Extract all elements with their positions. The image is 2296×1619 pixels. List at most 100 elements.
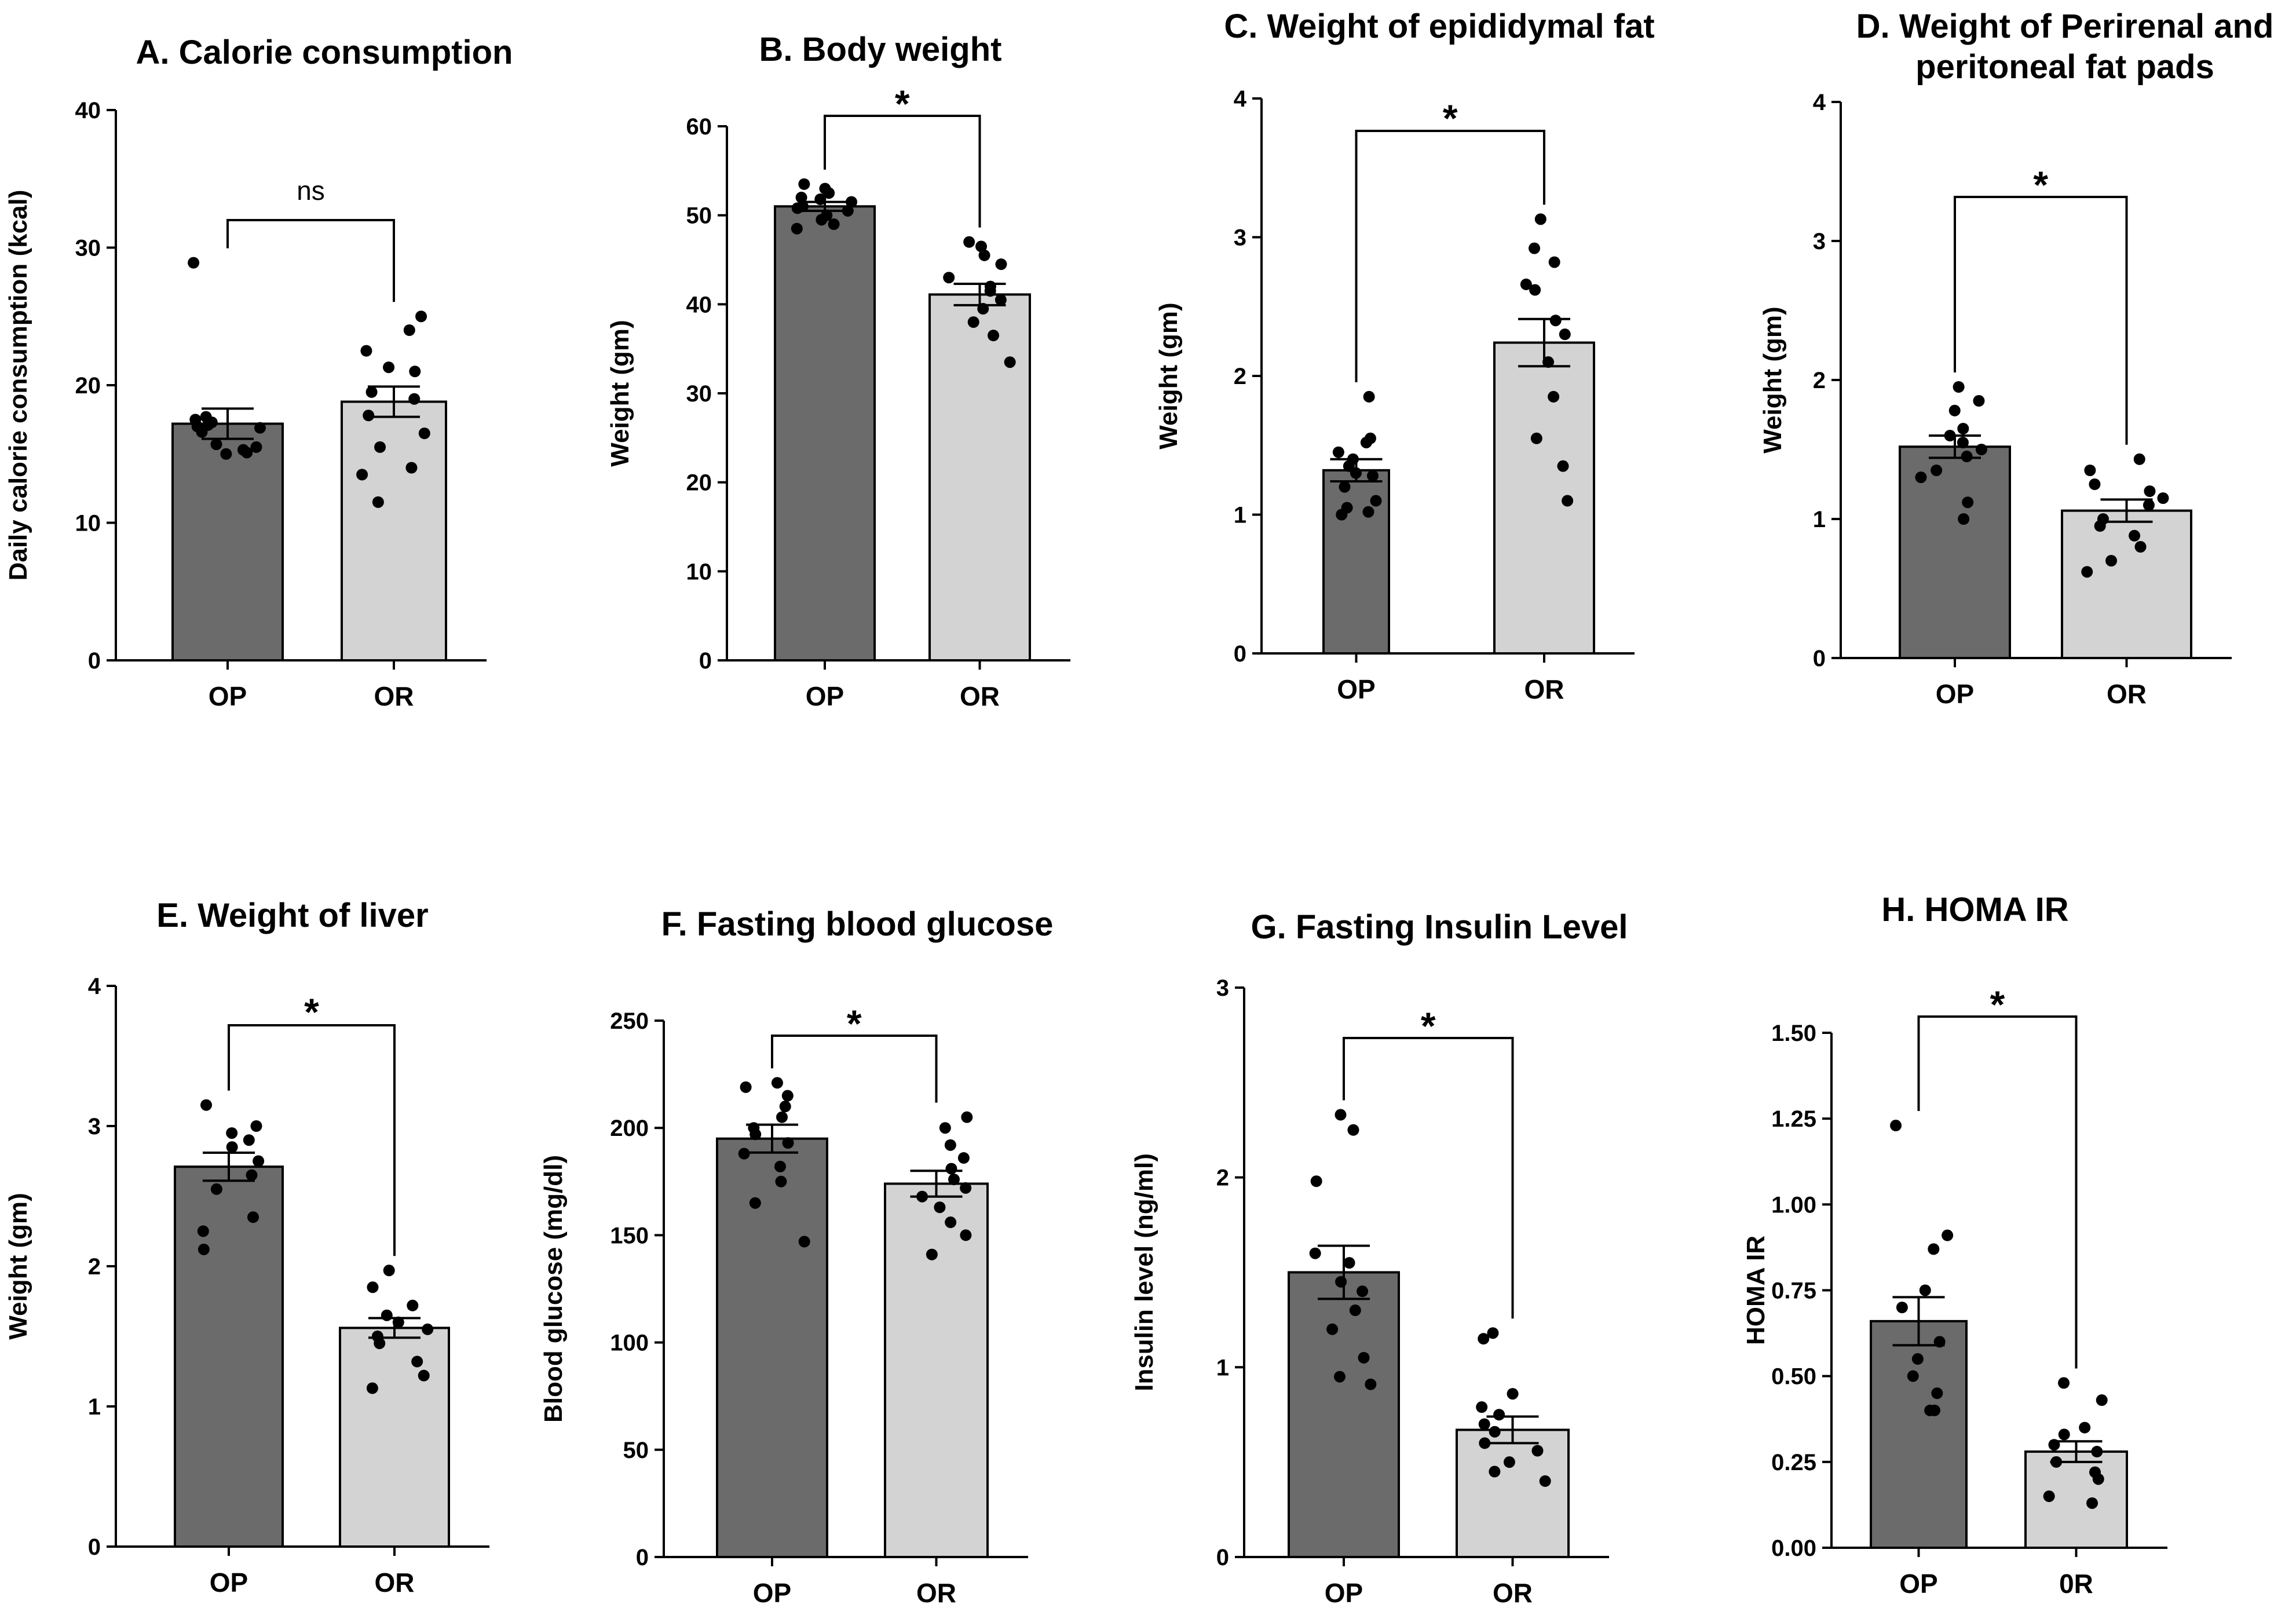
chart-f-y-tick-label: 0 (636, 1545, 649, 1570)
chart-b-data-point (823, 187, 835, 199)
chart-g-data-point (1343, 1257, 1355, 1269)
chart-d-significance-label: * (2033, 163, 2048, 206)
chart-d-x-tick-label: OP (1936, 679, 1974, 709)
chart-h-y-tick-label: 0.00 (1771, 1536, 1816, 1561)
chart-a-data-point (365, 386, 378, 398)
chart-b-x-tick-label: OP (806, 681, 844, 711)
chart-a-data-point (374, 441, 386, 453)
chart-a-y-tick-label: 40 (75, 98, 101, 123)
chart-a-x-tick-label: OR (374, 681, 414, 711)
chart-c-data-point (1559, 328, 1571, 341)
chart-e-data-point (210, 1183, 222, 1195)
chart-b-significance-bracket (824, 115, 981, 228)
chart-e-x-tick-label: OP (210, 1567, 248, 1598)
chart-b-data-point (795, 191, 807, 203)
chart-b-y-tick-label: 50 (686, 203, 712, 229)
chart-c-data-point (1360, 436, 1372, 448)
chart-c-y-tick-label: 0 (1234, 641, 1246, 667)
chart-f-significance-bracket (771, 1035, 938, 1103)
chart-d-y-tick-label: 3 (1813, 229, 1826, 254)
chart-h-y-tick-label: 0.25 (1771, 1450, 1816, 1475)
chart-d-y-axis-title: Weight (gm) (1758, 306, 1787, 453)
chart-c-bar-or (1493, 341, 1595, 655)
chart-f-y-axis-title: Blood glucose (mg/dl) (539, 1155, 568, 1423)
chart-g-data-point (1539, 1475, 1551, 1487)
chart-b-data-point (963, 236, 975, 248)
chart-d-data-point (2084, 465, 2096, 476)
chart-a-x-tick-label: OP (209, 681, 247, 711)
chart-a-data-point (241, 447, 253, 459)
chart-g-data-point (1309, 1247, 1321, 1259)
chart-f-data-point (798, 1236, 810, 1248)
chart-d-data-point (2089, 478, 2101, 490)
chart-a-y-tick-label: 30 (75, 236, 101, 261)
chart-h-data-point (2091, 1446, 2103, 1458)
chart-a-data-point (360, 345, 372, 357)
chart-g-x-tick-label: OR (1493, 1578, 1533, 1608)
chart-h-data-point (1919, 1284, 1931, 1296)
chart-h-data-point (1933, 1336, 1946, 1348)
chart-g-data-point (1489, 1426, 1501, 1438)
chart-e-y-axis-title: Weight (gm) (4, 1193, 32, 1339)
chart-a-data-point (408, 393, 421, 405)
chart-d-data-point (1958, 513, 1970, 525)
chart-g-data-point (1357, 1285, 1369, 1298)
chart-g: G. Fasting Insulin Level 0 1 2 3 Insulin leve… (1130, 908, 1628, 1608)
chart-h-data-point (1896, 1302, 1908, 1314)
chart-f-data-point (957, 1152, 970, 1164)
chart-h-data-point (2058, 1428, 2070, 1441)
chart-c-data-point (1529, 284, 1541, 296)
chart-a-y-tick-label: 0 (88, 648, 101, 674)
chart-e-data-point (253, 1155, 265, 1167)
chart-b-significance-label: * (895, 82, 910, 125)
chart-d-y-tick-label: 4 (1813, 90, 1826, 115)
chart-d-data-point (1944, 430, 1956, 441)
chart-a: A. Calorie consumption 0 10 20 30 40 Daily cal… (4, 34, 513, 711)
chart-b-data-point (798, 178, 810, 190)
chart-c-significance-bracket (1355, 130, 1545, 382)
chart-f-data-point (781, 1090, 794, 1102)
chart-c-data-point (1332, 446, 1344, 458)
chart-c: C. Weight of epididymal fat 0 1 2 3 4 Weight (… (1154, 8, 1655, 704)
chart-h-y-tick-label: 0.75 (1771, 1278, 1816, 1304)
chart-c-data-point (1363, 390, 1375, 403)
chart-f-data-point (740, 1081, 752, 1093)
chart-f-data-point (945, 1216, 957, 1229)
chart-c-title: C. Weight of epididymal fat (1224, 8, 1654, 45)
chart-e-x-tick-label: OR (375, 1567, 415, 1598)
chart-d-data-point (2133, 453, 2145, 465)
chart-c-data-point (1562, 495, 1574, 507)
chart-h-y-tick-label: 1.50 (1771, 1021, 1816, 1046)
chart-h-significance-label: * (1990, 983, 2005, 1026)
chart-d-title-line: D. Weight of Perirenal and (1856, 8, 2274, 45)
chart-f-data-point (774, 1160, 786, 1172)
chart-h-data-point (2092, 1473, 2104, 1485)
chart-g-bar-or (1456, 1428, 1570, 1559)
chart-b-bar-op (774, 205, 876, 662)
chart-f-data-point (749, 1197, 761, 1209)
chart-b-data-point (978, 249, 990, 261)
chart-e-significance-bracket (228, 1024, 396, 1256)
chart-a-data-point (188, 257, 200, 269)
chart-b-y-tick-label: 20 (686, 470, 712, 496)
chart-d: D. Weight of Perirenal and peritoneal fat… (1758, 8, 2273, 709)
chart-f-data-point (926, 1248, 938, 1260)
chart-d-data-point (2094, 520, 2106, 532)
chart-d-y-tick-label: 1 (1813, 507, 1826, 532)
chart-b: B. Body weight 0 10 20 30 40 50 60 Weight (gm) OP… (606, 31, 1070, 711)
chart-h-data-point (1942, 1229, 1954, 1241)
chart-e-y-tick-label: 1 (88, 1394, 101, 1420)
chart-b-y-tick-label: 30 (686, 381, 712, 407)
chart-h-data-point (2086, 1497, 2098, 1509)
chart-d-data-point (2134, 541, 2147, 553)
chart-a-y-axis-title: Daily calorie consumption (kcal) (4, 190, 32, 581)
chart-g-data-point (1493, 1409, 1505, 1421)
chart-b-data-point (828, 218, 840, 231)
chart-f-data-point (916, 1190, 928, 1203)
chart-g-data-point (1507, 1388, 1519, 1400)
chart-h-data-point (1907, 1370, 1919, 1382)
chart-g-data-point (1347, 1124, 1359, 1136)
chart-b-y-axis-title: Weight (gm) (606, 320, 634, 466)
chart-g-x-tick-label: OP (1325, 1578, 1363, 1608)
